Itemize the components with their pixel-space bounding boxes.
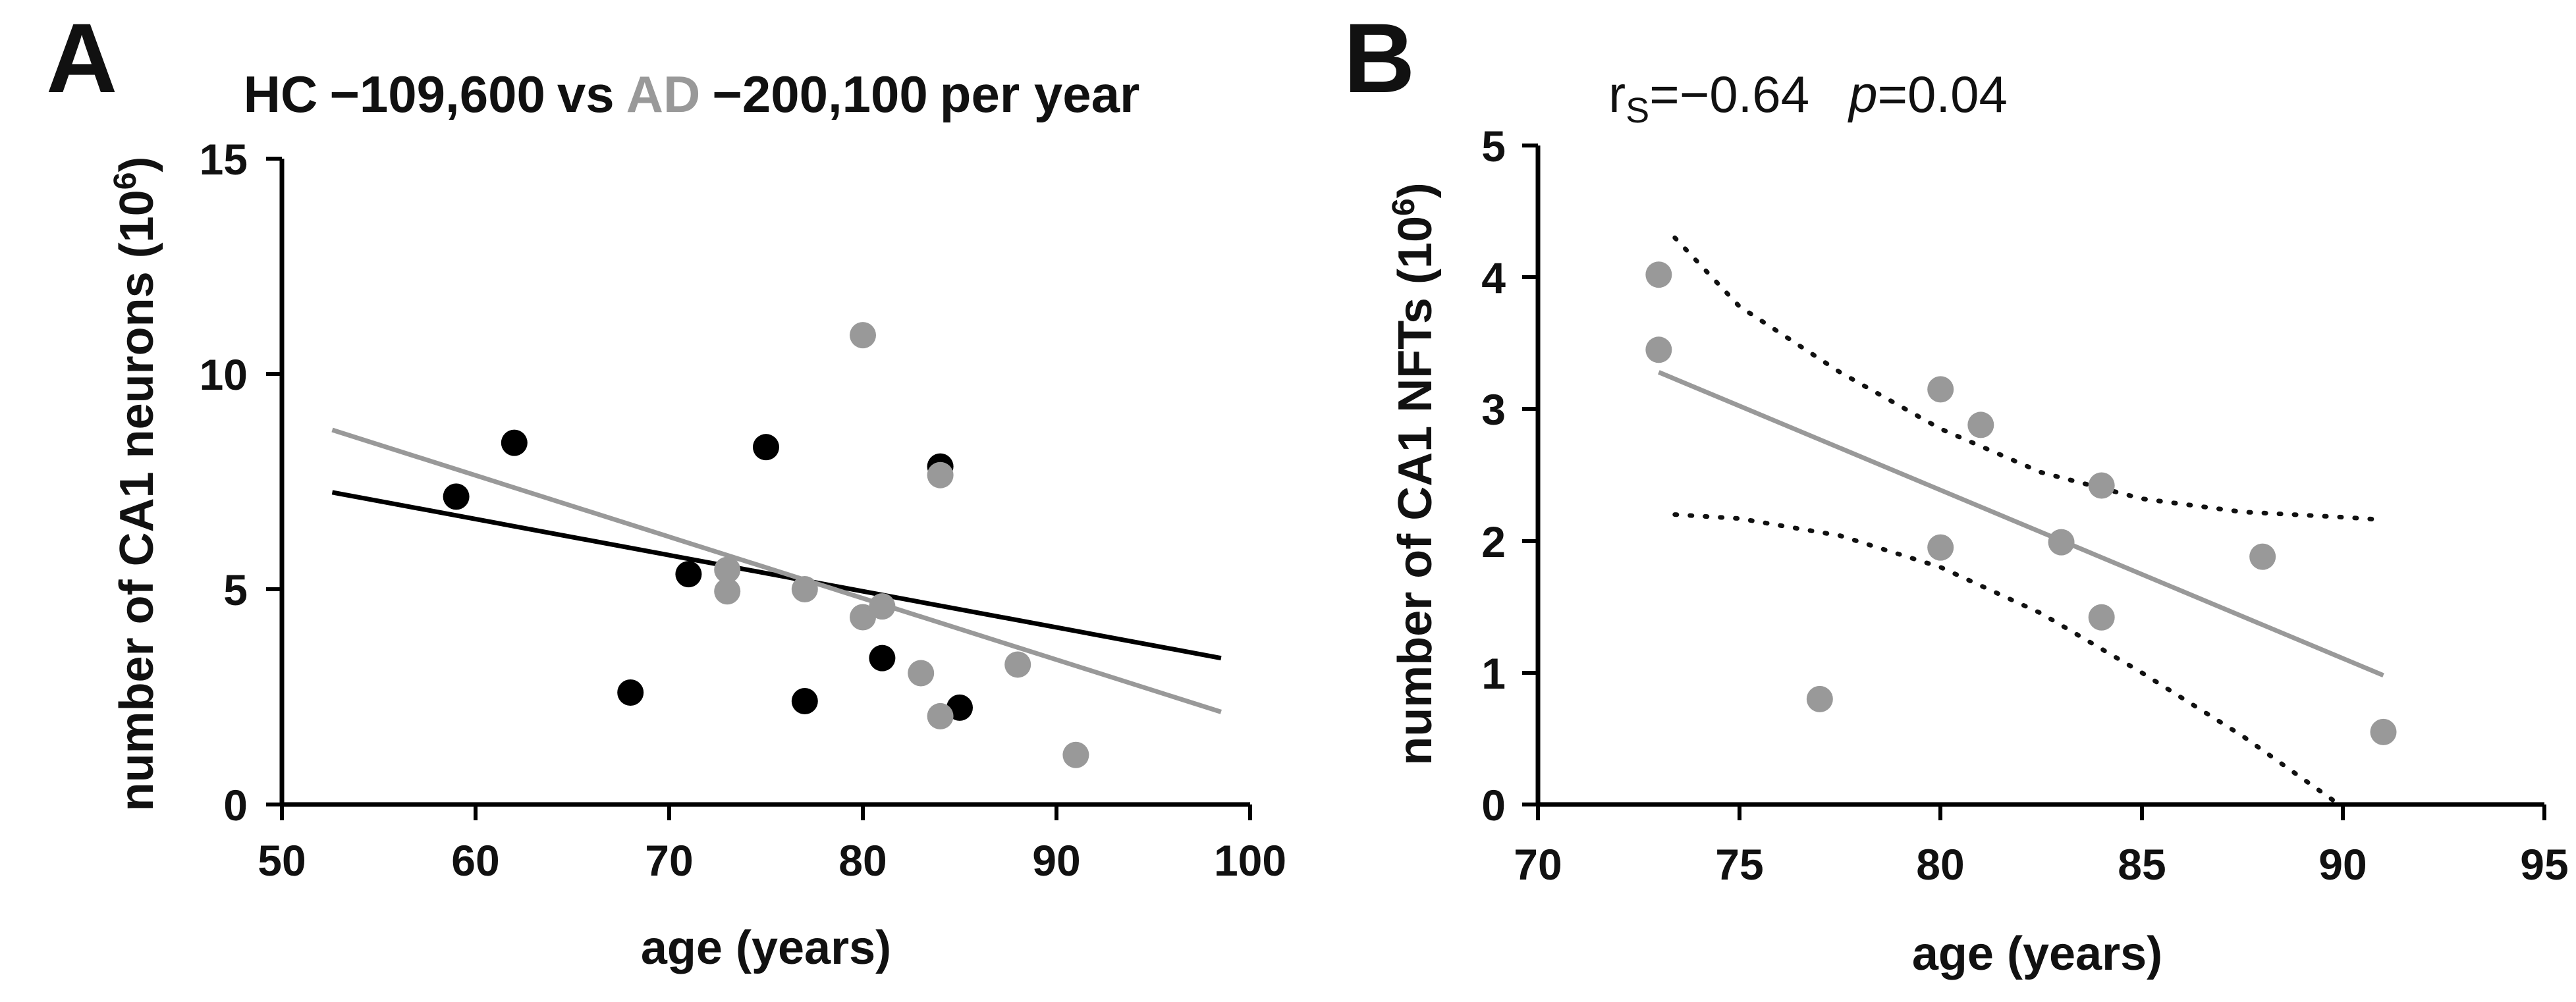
panel-b-point-ad: [1927, 534, 1954, 561]
panel-a-point-ad: [869, 593, 896, 620]
title-ad-name: AD: [626, 65, 701, 123]
ylabel-exponent: 6: [108, 172, 143, 190]
panel-a-point-ad: [1062, 741, 1089, 768]
panel-b-point-ad: [2048, 529, 2075, 556]
panel-b-stats: rS=−0.64 p=0.04: [1608, 65, 2008, 130]
panel-b-point-ad: [1645, 261, 1672, 288]
panel-b-point-ad: [2249, 543, 2276, 570]
panel-b-x-tick-label: 85: [2118, 840, 2166, 889]
panel-b-point-ad: [1927, 376, 1954, 403]
panel-b-x-tick-label: 80: [1916, 840, 1964, 889]
panel-a-point-ad: [850, 322, 876, 349]
panel-b-x-tick-label: 90: [2318, 840, 2367, 889]
panel-b-x-ticks: 70 75 80 85 90 95: [1514, 804, 2569, 889]
panel-a-point-hc: [753, 434, 779, 461]
panel-b-y-tick-label: 1: [1481, 649, 1506, 698]
panel-a-label: A: [46, 3, 117, 113]
panel-a-x-tick-label: 90: [1032, 836, 1080, 885]
panel-b-point-ad: [1806, 685, 1833, 712]
panel-b-point-ad: [2088, 472, 2115, 499]
panel-a: A HC −109,600 vs AD −200,100 per year number …: [46, 3, 1286, 974]
panel-a-title: HC −109,600 vs AD −200,100 per year: [244, 65, 1140, 123]
panel-a-point-hc: [501, 429, 528, 456]
panel-a-x-tick-label: 50: [258, 836, 306, 885]
panel-b: B rS=−0.64 p=0.04 number of CA1 NFTs (106…: [1344, 3, 2569, 980]
panel-a-fit-line-hc: [331, 490, 1222, 661]
panel-a-point-ad: [714, 578, 741, 605]
panel-b-ci-lower-band: [1672, 512, 2342, 807]
panel-a-point-hc: [791, 688, 818, 715]
panel-a-point-ad: [1004, 651, 1031, 678]
ylabel-exponent: 6: [1386, 198, 1421, 216]
panel-a-x-tick-label: 80: [838, 836, 887, 885]
stat-r-subscript: S: [1626, 91, 1649, 130]
panel-b-y-tick-label: 0: [1481, 781, 1506, 830]
panel-b-label: B: [1344, 3, 1415, 113]
panel-a-y-ticks: 0 5 10 15: [200, 135, 282, 830]
panel-b-x-tick-label: 70: [1514, 840, 1562, 889]
panel-b-ci-upper-band: [1672, 235, 2386, 523]
panel-a-x-ticks: 50 60 70 80 90 100: [258, 804, 1286, 885]
panel-b-y-tick-label: 3: [1481, 385, 1506, 434]
panel-b-ylabel: number of CA1 NFTs (106): [1386, 182, 1442, 765]
ylabel-close: ): [111, 157, 163, 172]
panel-a-plot: 0 5 10 15 50 60 70 80 90 100: [200, 135, 1286, 885]
panel-a-y-tick-label: 10: [200, 350, 248, 399]
panel-a-point-hc: [443, 483, 470, 510]
panel-a-point-ad: [850, 604, 876, 631]
panel-a-point-ad: [791, 576, 818, 602]
panel-b-point-ad: [2088, 604, 2115, 631]
title-hc-rate: −109,600: [329, 65, 545, 123]
stat-p-label: p: [1848, 65, 1877, 123]
panel-a-point-ad: [714, 556, 741, 583]
title-vs: vs: [557, 65, 615, 123]
panel-b-y-tick-label: 4: [1481, 253, 1506, 302]
panel-a-point-hc: [675, 561, 702, 588]
panel-a-point-ad: [908, 660, 935, 687]
panel-b-xlabel: age (years): [1912, 928, 2162, 980]
panel-a-point-hc: [617, 679, 644, 706]
panel-a-x-tick-label: 60: [451, 836, 499, 885]
panel-b-y-tick-label: 5: [1481, 122, 1506, 171]
panel-a-fit-line-ad: [331, 427, 1222, 714]
panel-b-plot: 0 1 2 3 4 5 70 75 80 85 90 95: [1481, 122, 2568, 889]
panel-a-point-ad: [927, 702, 954, 729]
panel-a-xlabel: age (years): [641, 922, 891, 974]
panel-b-point-ad: [1645, 336, 1672, 363]
stat-p-value: =0.04: [1877, 65, 2007, 123]
stat-r-value: =−0.64: [1649, 65, 1809, 123]
panel-b-y-ticks: 0 1 2 3 4 5: [1481, 122, 1538, 830]
title-suffix: per year: [940, 65, 1140, 123]
panel-a-y-tick-label: 15: [200, 135, 248, 184]
panel-a-x-tick-label: 100: [1214, 836, 1286, 885]
stat-r-prefix: r: [1608, 65, 1626, 123]
panel-b-point-ad: [1967, 411, 1994, 438]
panel-b-x-tick-label: 95: [2520, 840, 2568, 889]
ylabel-main: number of CA1 neurons (10: [111, 190, 163, 811]
panel-a-point-hc: [869, 645, 896, 672]
panel-a-point-ad: [927, 461, 954, 488]
ylabel-main: number of CA1 NFTs (10: [1389, 216, 1442, 766]
panel-a-y-tick-label: 5: [223, 566, 248, 614]
title-hc-name: HC: [244, 65, 318, 123]
panel-b-fit-line-ad: [1658, 370, 2384, 678]
panel-b-point-ad: [2370, 718, 2397, 745]
panel-a-marks: [331, 322, 1222, 768]
title-ad-rate: −200,100: [712, 65, 928, 123]
panel-b-y-tick-label: 2: [1481, 517, 1506, 566]
panel-b-marks: [1645, 235, 2397, 807]
panel-a-y-tick-label: 0: [223, 781, 248, 830]
ylabel-close: ): [1389, 182, 1442, 198]
panel-a-ylabel: number of CA1 neurons (106): [108, 157, 163, 812]
panel-b-x-tick-label: 75: [1715, 840, 1763, 889]
panel-a-x-tick-label: 70: [645, 836, 693, 885]
